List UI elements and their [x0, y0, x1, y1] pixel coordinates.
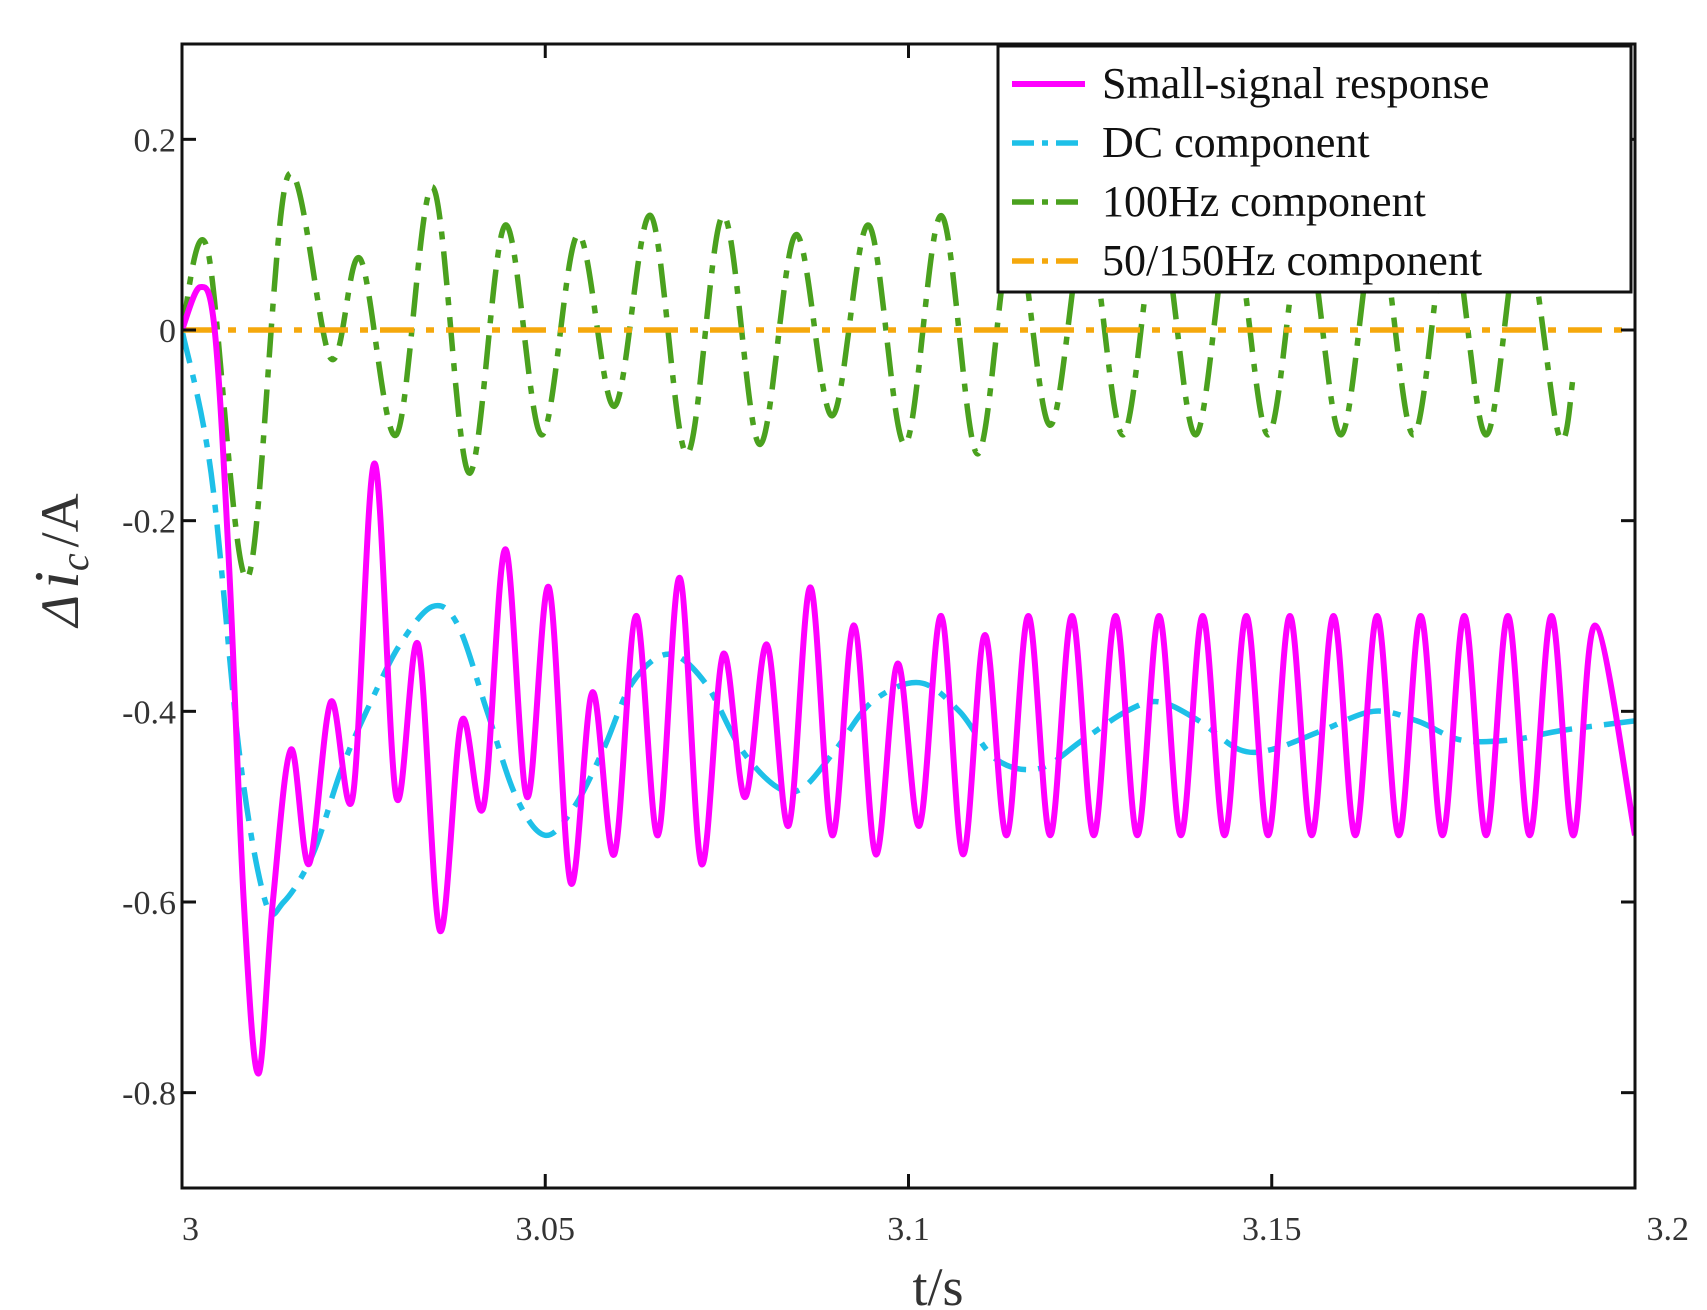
legend-box [996, 44, 1633, 294]
x-tick-label: 3.1 [887, 1211, 930, 1248]
y-axis-label-prefix: Δ [30, 595, 90, 629]
legend-label-50-150hz: 50/150Hz component [1102, 236, 1482, 285]
y-tick-label: -0.4 [122, 694, 176, 731]
x-tick-label: 3.2 [1647, 1211, 1690, 1248]
legend: Small-signal response DC component 100Hz… [996, 44, 1633, 294]
y-tick-label: -0.8 [122, 1076, 176, 1113]
legend-label-small-signal: Small-signal response [1102, 59, 1489, 108]
y-tick-label: 0 [159, 313, 176, 350]
y-axis-label: Δic/A [21, 493, 97, 628]
series-layer [182, 170, 1635, 1077]
y-tick-label: -0.2 [122, 504, 176, 541]
legend-label-dc: DC component [1102, 118, 1370, 167]
series-line-100hz-component [182, 170, 1576, 581]
legend-label-100hz: 100Hz component [1102, 177, 1426, 226]
x-axis-label: t/s [912, 1257, 963, 1310]
x-tick-label: 3 [182, 1211, 199, 1248]
y-tick-label: 0.2 [134, 122, 177, 159]
y-axis-label-subscript: c [52, 553, 97, 571]
series-line-dc-component [182, 329, 1635, 918]
y-tick-label: -0.6 [122, 885, 176, 922]
y-axis-label-symbol: i [21, 571, 92, 589]
x-tick-label: 3.05 [516, 1211, 576, 1248]
series-line-small-signal-response [182, 284, 1635, 1077]
y-axis-label-suffix: /A [30, 493, 90, 547]
x-tick-label: 3.15 [1242, 1211, 1302, 1248]
